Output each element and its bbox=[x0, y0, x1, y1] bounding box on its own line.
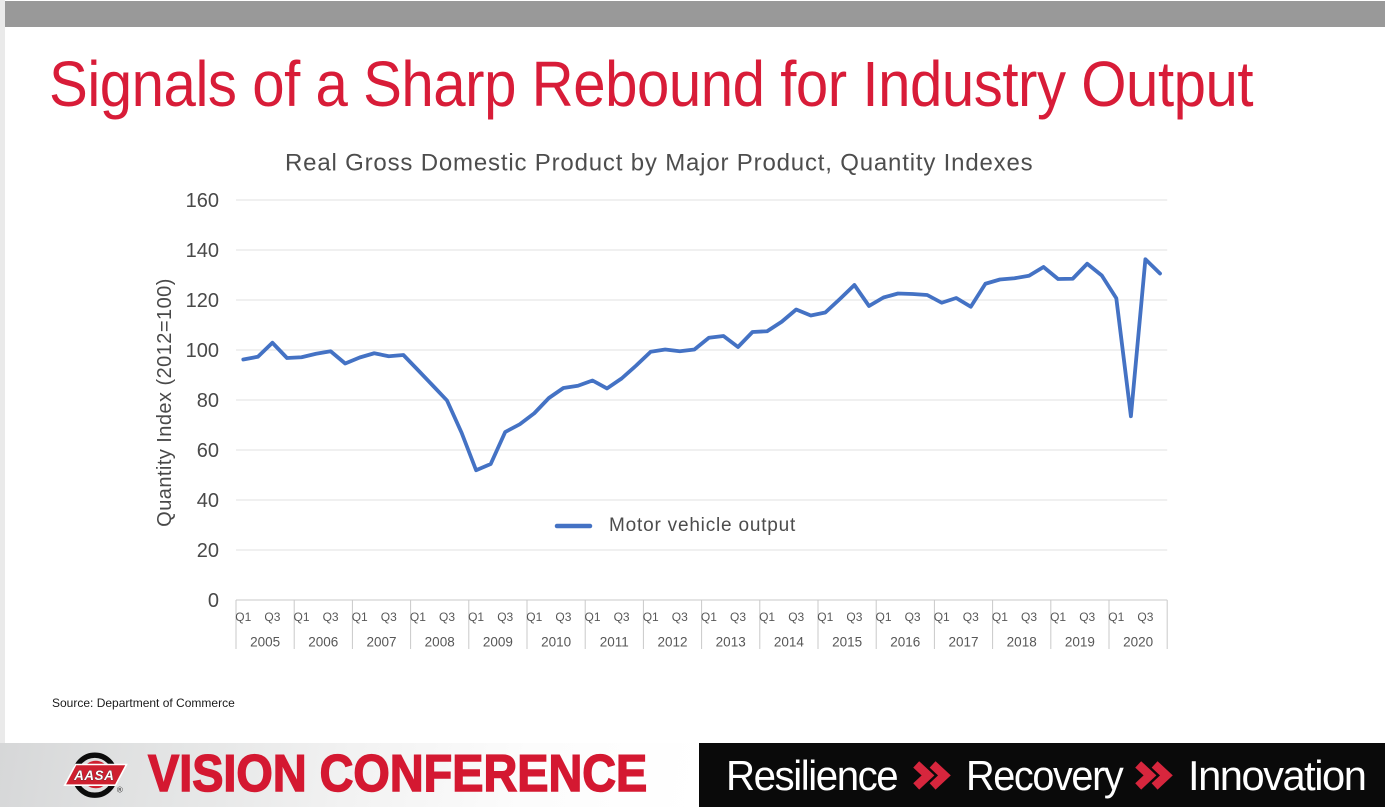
svg-text:140: 140 bbox=[186, 240, 219, 262]
svg-text:0: 0 bbox=[208, 590, 219, 612]
svg-text:40: 40 bbox=[197, 490, 219, 512]
svg-text:2015: 2015 bbox=[832, 635, 862, 650]
svg-text:2016: 2016 bbox=[890, 635, 920, 650]
svg-text:60: 60 bbox=[197, 440, 219, 462]
svg-text:100: 100 bbox=[186, 340, 219, 362]
svg-text:Q3: Q3 bbox=[672, 610, 688, 624]
svg-text:Q3: Q3 bbox=[264, 610, 280, 624]
svg-text:Real Gross Domestic Product by: Real Gross Domestic Product by Major Pro… bbox=[285, 150, 1033, 177]
svg-text:Q3: Q3 bbox=[614, 610, 630, 624]
svg-text:2013: 2013 bbox=[716, 635, 746, 650]
svg-text:Q1: Q1 bbox=[410, 610, 426, 624]
svg-text:Q1: Q1 bbox=[293, 610, 309, 624]
svg-text:2011: 2011 bbox=[600, 635, 629, 650]
svg-text:2006: 2006 bbox=[308, 635, 338, 650]
svg-text:2018: 2018 bbox=[1007, 635, 1037, 650]
svg-text:Q3: Q3 bbox=[1021, 610, 1037, 624]
svg-text:Q3: Q3 bbox=[439, 610, 455, 624]
svg-text:20: 20 bbox=[197, 540, 219, 562]
svg-text:2020: 2020 bbox=[1123, 635, 1153, 650]
svg-text:Q1: Q1 bbox=[934, 610, 950, 624]
svg-text:Q1: Q1 bbox=[759, 610, 775, 624]
svg-text:Q1: Q1 bbox=[468, 610, 484, 624]
svg-text:2009: 2009 bbox=[483, 635, 513, 650]
svg-text:Q1: Q1 bbox=[526, 610, 542, 624]
svg-text:Q1: Q1 bbox=[584, 610, 600, 624]
svg-text:Q3: Q3 bbox=[730, 610, 746, 624]
svg-text:Q1: Q1 bbox=[817, 610, 833, 624]
svg-text:Q3: Q3 bbox=[963, 610, 979, 624]
svg-text:Q3: Q3 bbox=[1137, 610, 1153, 624]
svg-text:2008: 2008 bbox=[425, 635, 455, 650]
svg-text:120: 120 bbox=[186, 290, 219, 312]
svg-text:Q3: Q3 bbox=[497, 610, 513, 624]
svg-text:2012: 2012 bbox=[657, 635, 687, 650]
svg-text:2007: 2007 bbox=[366, 635, 396, 650]
svg-text:Q1: Q1 bbox=[992, 610, 1008, 624]
svg-text:Q1: Q1 bbox=[643, 610, 659, 624]
svg-text:Q3: Q3 bbox=[788, 610, 804, 624]
svg-text:Q1: Q1 bbox=[1108, 610, 1124, 624]
svg-text:Q3: Q3 bbox=[1079, 610, 1095, 624]
svg-text:2010: 2010 bbox=[541, 635, 571, 650]
svg-text:AASA: AASA bbox=[73, 768, 114, 783]
svg-text:Q1: Q1 bbox=[701, 610, 717, 624]
svg-text:Q3: Q3 bbox=[846, 610, 862, 624]
svg-text:Q1: Q1 bbox=[352, 610, 368, 624]
svg-text:Motor vehicle output: Motor vehicle output bbox=[609, 515, 796, 536]
svg-text:Q1: Q1 bbox=[875, 610, 891, 624]
svg-text:2014: 2014 bbox=[774, 635, 805, 650]
svg-text:Quantity Index (2012=100): Quantity Index (2012=100) bbox=[154, 278, 176, 527]
svg-text:Q3: Q3 bbox=[555, 610, 571, 624]
svg-text:160: 160 bbox=[186, 190, 219, 212]
svg-text:2017: 2017 bbox=[948, 635, 978, 650]
svg-text:Q3: Q3 bbox=[905, 610, 921, 624]
svg-text:2005: 2005 bbox=[250, 635, 280, 650]
svg-text:80: 80 bbox=[197, 390, 219, 412]
svg-text:Q3: Q3 bbox=[323, 610, 339, 624]
svg-text:Q1: Q1 bbox=[235, 610, 251, 624]
svg-text:®: ® bbox=[117, 786, 123, 795]
svg-text:2019: 2019 bbox=[1065, 635, 1095, 650]
svg-text:Q3: Q3 bbox=[381, 610, 397, 624]
svg-text:Q1: Q1 bbox=[1050, 610, 1066, 624]
